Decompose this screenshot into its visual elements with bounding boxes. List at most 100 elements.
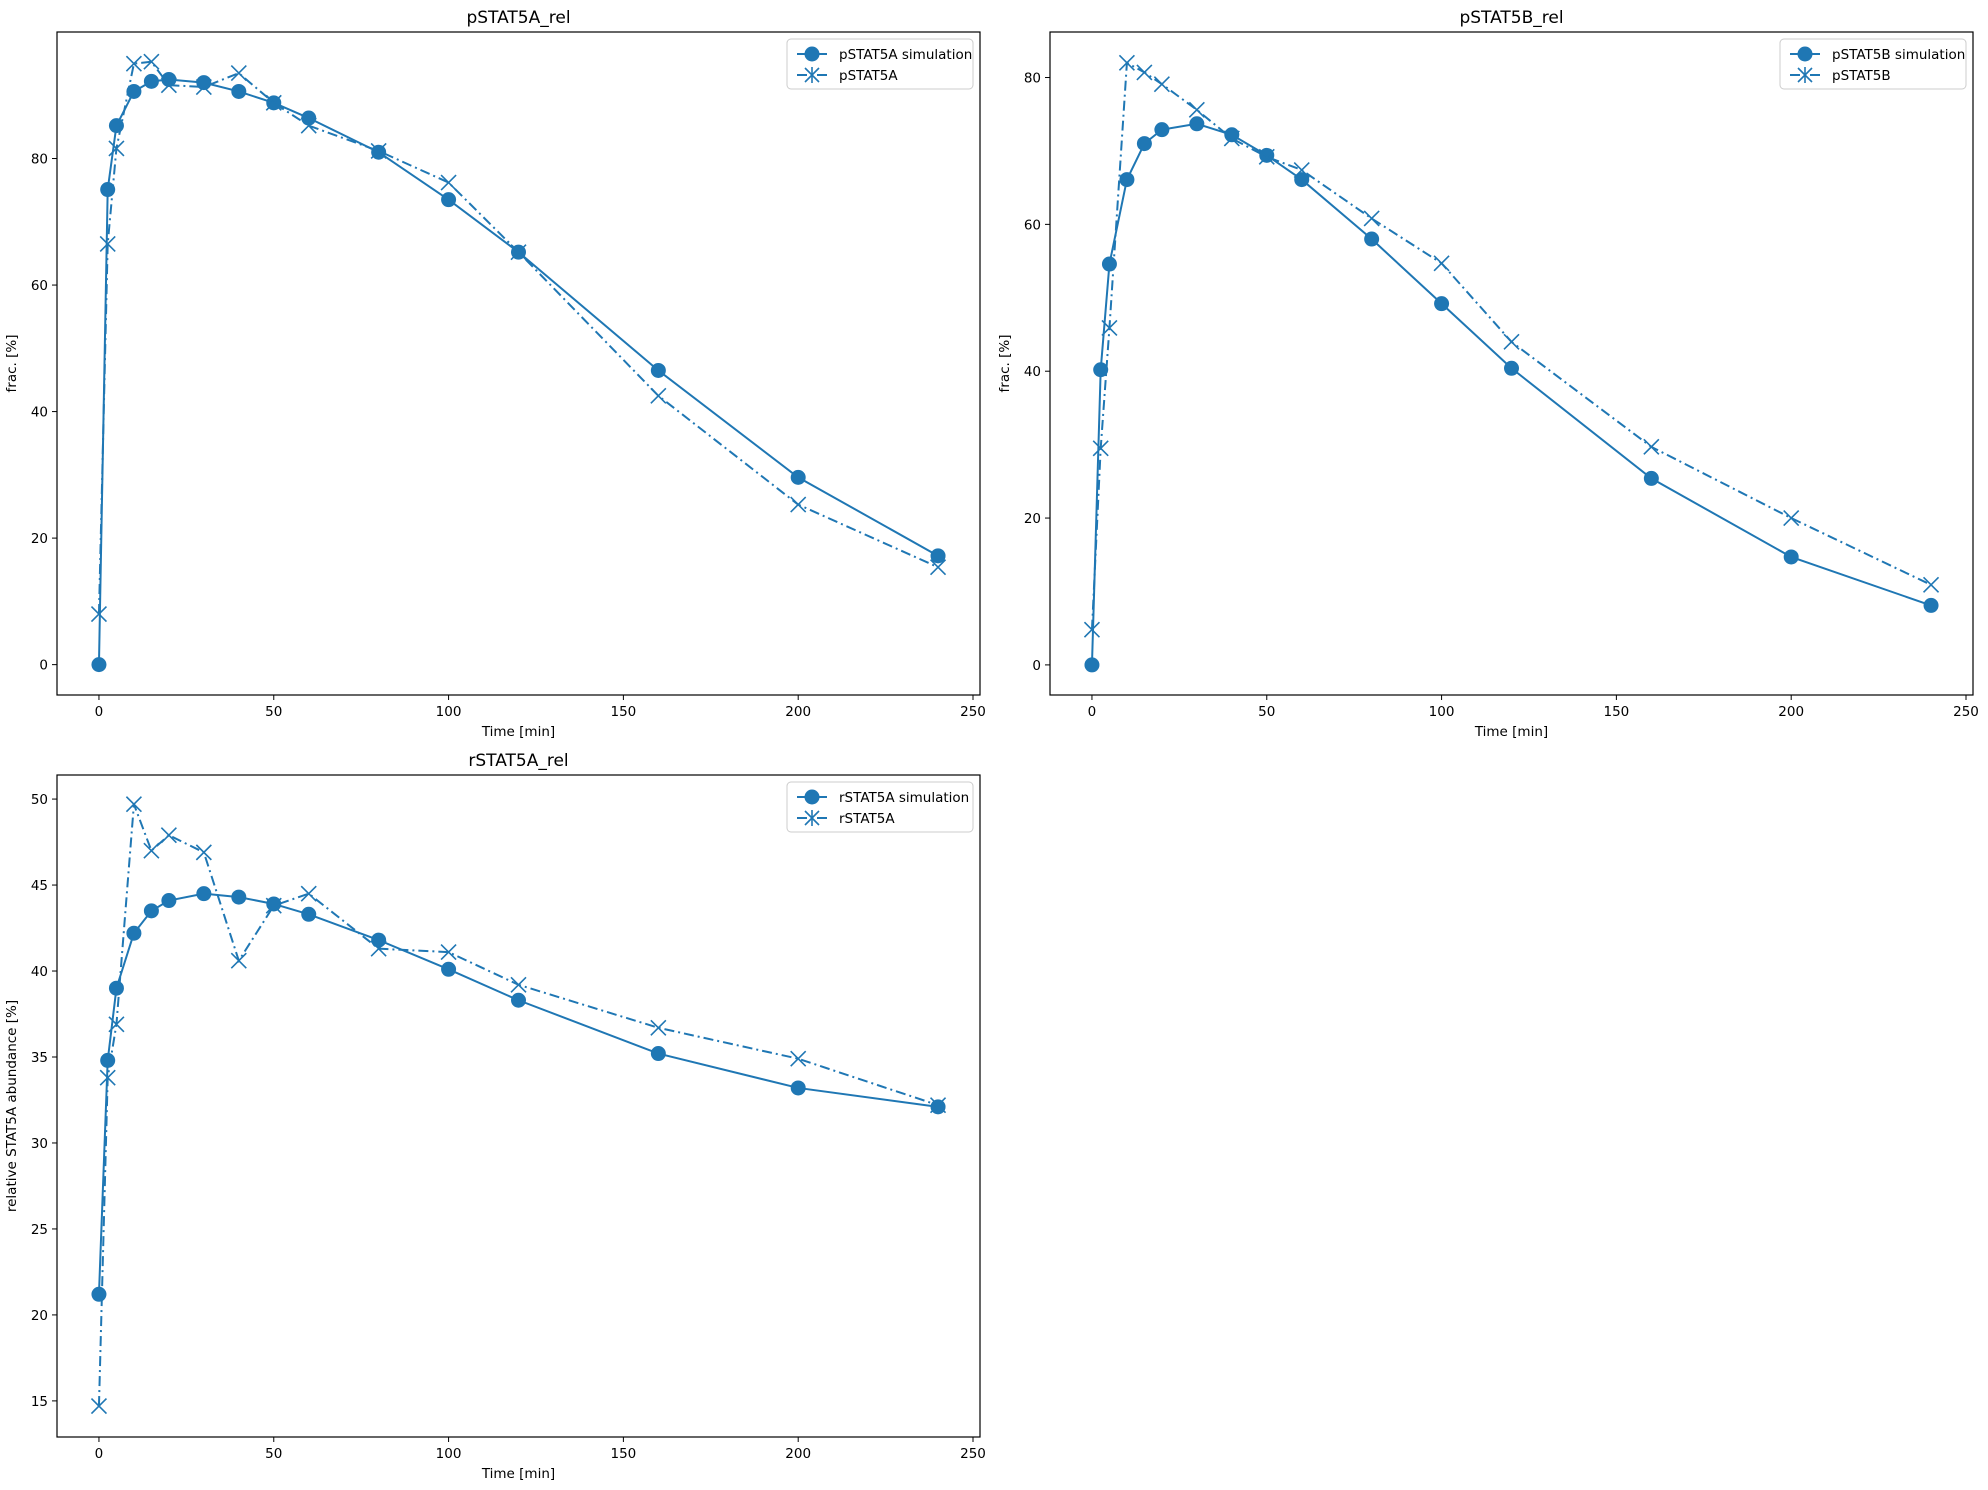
simulation-point: [1084, 657, 1100, 673]
simulation-point: [196, 75, 212, 91]
y-axis-label: frac. [%]: [4, 335, 20, 393]
data-line: [1090, 61, 1932, 630]
simulation-line: [1090, 122, 1932, 665]
simulation-point: [161, 893, 177, 909]
y-tick-label: 45: [31, 878, 48, 894]
y-tick-label: 25: [31, 1222, 48, 1238]
legend-label: pSTAT5B simulation: [1832, 47, 1965, 63]
data-point: [125, 796, 142, 813]
axes-frame: [1049, 31, 1974, 696]
simulation-point: [441, 192, 457, 208]
simulation-point: [301, 906, 317, 922]
legend-box: [786, 781, 974, 833]
legend-label: rSTAT5A: [839, 811, 895, 827]
data-point: [265, 897, 282, 914]
legend-box: [1779, 38, 1967, 90]
y-tick-label: 80: [1024, 71, 1041, 87]
x-tick-label: 100: [1429, 704, 1455, 720]
data-point: [265, 94, 282, 111]
data-point: [510, 976, 527, 993]
x-tick-label: 50: [265, 704, 282, 720]
x-tick-label: 150: [1603, 704, 1629, 720]
x-tick-label: 200: [1778, 704, 1804, 720]
data-point: [125, 55, 142, 72]
axes-frame: [56, 31, 981, 696]
legend-circle-marker: [1797, 46, 1813, 62]
data-point: [1118, 54, 1135, 71]
simulation-point: [1101, 256, 1117, 272]
y-tick-label: 20: [1024, 511, 1041, 527]
y-tick-label: 20: [31, 531, 48, 547]
simulation-point: [650, 362, 666, 378]
data-point: [1258, 148, 1275, 165]
simulation-point: [126, 925, 142, 941]
data-point: [370, 940, 387, 957]
chart-title: pSTAT5B_rel: [1459, 8, 1563, 28]
data-point: [440, 174, 457, 191]
y-tick-label: 30: [31, 1136, 48, 1152]
simulation-point: [1119, 172, 1135, 188]
simulation-point: [1189, 116, 1205, 132]
chart-2: rSTAT5A_rel Time [min] relative STAT5A abu…: [4, 751, 986, 1482]
y-tick-label: 60: [1024, 217, 1041, 233]
data-point: [1363, 210, 1380, 227]
data-point: [90, 605, 108, 623]
legend-label: pSTAT5A: [839, 68, 898, 84]
legend-label: pSTAT5B: [1832, 68, 1891, 84]
simulation-point: [1136, 136, 1152, 152]
y-tick-label: 80: [31, 152, 48, 168]
data-point: [160, 827, 177, 844]
x-tick-label: 250: [1953, 704, 1979, 720]
data-point: [195, 78, 212, 96]
data-point: [99, 235, 116, 252]
data-point: [650, 387, 667, 404]
axes-frame: [56, 774, 981, 1438]
data-point: [90, 1397, 108, 1415]
x-tick-label: 0: [1088, 704, 1097, 720]
simulation-point: [790, 469, 806, 485]
x-tick-label: 200: [785, 704, 811, 720]
y-tick-label: 15: [31, 1394, 48, 1410]
simulation-point: [100, 1052, 116, 1068]
x-tick-label: 150: [610, 1446, 636, 1462]
simulation-point: [196, 886, 212, 902]
x-axis-label: Time [min]: [481, 1466, 555, 1482]
x-axis-label: Time [min]: [1474, 724, 1548, 740]
simulation-point: [441, 961, 457, 977]
simulation-point: [650, 1046, 666, 1062]
x-tick-label: 50: [265, 1446, 282, 1462]
simulation-point: [1093, 362, 1109, 378]
legend-circle-marker: [804, 46, 820, 62]
simulation-line: [97, 892, 939, 1295]
y-tick-label: 50: [31, 792, 48, 808]
y-tick-label: 60: [31, 278, 48, 294]
simulation-point: [1259, 147, 1275, 163]
legend-box: [786, 38, 974, 90]
simulation-point: [91, 1286, 107, 1302]
data-point: [230, 65, 247, 82]
data-point: [790, 1050, 807, 1067]
y-tick-label: 40: [31, 405, 48, 421]
simulation-point: [231, 889, 247, 905]
legend: rSTAT5A simulation rSTAT5A: [786, 781, 974, 833]
data-point: [108, 140, 125, 157]
data-point: [300, 117, 317, 134]
simulation-point: [511, 992, 526, 1008]
simulation-point: [1643, 470, 1659, 486]
simulation-point: [143, 73, 159, 89]
simulation-point: [930, 548, 946, 564]
simulation-point: [266, 896, 282, 912]
chart-0: pSTAT5A_rel Time [min] frac. [%] 0 50 100 150 2…: [4, 8, 986, 740]
y-tick-label: 0: [39, 658, 48, 674]
x-tick-label: 200: [785, 1446, 811, 1462]
data-point: [1922, 576, 1940, 593]
simulation-point: [1434, 296, 1450, 312]
x-tick-label: 100: [436, 1446, 462, 1462]
data-point: [1783, 509, 1800, 527]
data-point: [99, 1069, 116, 1086]
data-point: [1153, 76, 1170, 93]
chart-1: pSTAT5B_rel Time [min] frac. [%] 0 50 100 150 2…: [997, 8, 1979, 740]
simulation-point: [790, 1080, 806, 1096]
data-point: [108, 1016, 125, 1033]
